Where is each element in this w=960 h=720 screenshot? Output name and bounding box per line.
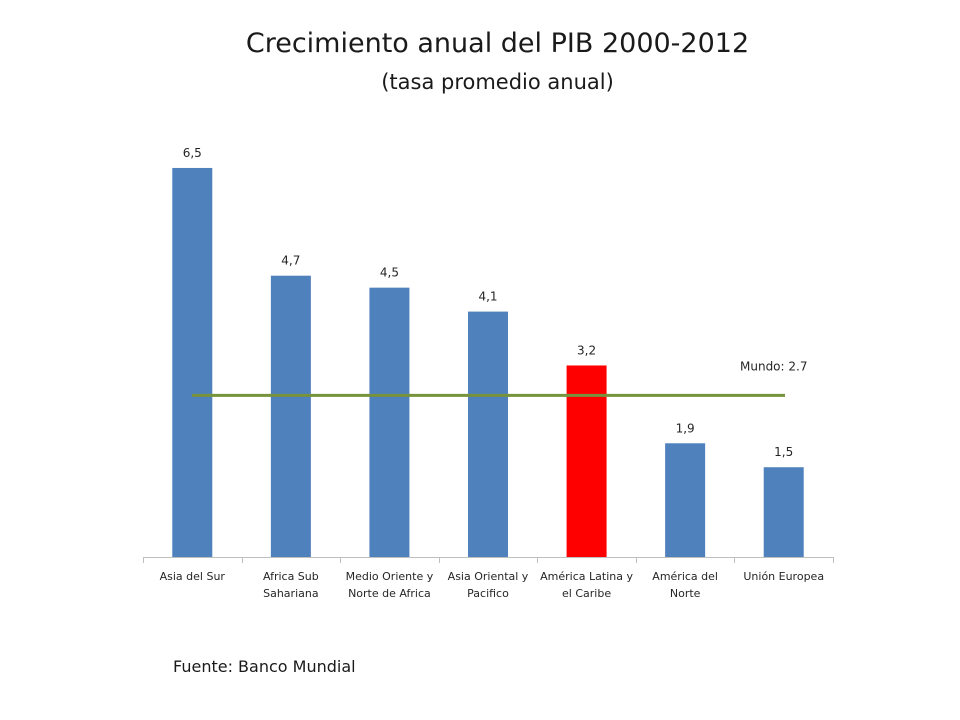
source-note: Fuente: Banco Mundial bbox=[173, 657, 356, 676]
bar bbox=[369, 287, 410, 557]
bar bbox=[665, 443, 706, 557]
x-tick-label: Africa Sub Sahariana bbox=[263, 570, 319, 600]
data-label: 6,5 bbox=[183, 146, 202, 160]
data-label: 1,9 bbox=[676, 421, 695, 435]
data-label: 4,1 bbox=[478, 290, 497, 304]
chart-title: Crecimiento anual del PIB 2000-2012 bbox=[245, 28, 750, 59]
data-label: 3,2 bbox=[577, 343, 596, 357]
data-label: 1,5 bbox=[774, 445, 793, 459]
x-tick-label: América Latina y el Caribe bbox=[540, 570, 633, 600]
bar bbox=[468, 311, 508, 557]
x-tick-label: Asia Oriental y Pacifico bbox=[448, 570, 529, 600]
x-tick-label: Asia del Sur bbox=[160, 570, 226, 583]
data-label: 4,5 bbox=[380, 266, 399, 280]
bar bbox=[172, 167, 213, 558]
x-tick-label: Unión Europea bbox=[743, 570, 824, 583]
chart-subtitle: (tasa promedio anual) bbox=[381, 70, 614, 94]
x-tick-label: Medio Oriente y Norte de Africa bbox=[346, 570, 434, 600]
bar bbox=[763, 467, 804, 557]
reference-line-label: Mundo: 2.7 bbox=[740, 359, 807, 373]
bar bbox=[270, 275, 311, 557]
bar bbox=[566, 365, 607, 557]
x-tick-label: América del Norte bbox=[652, 570, 718, 600]
data-label: 4,7 bbox=[281, 254, 300, 268]
